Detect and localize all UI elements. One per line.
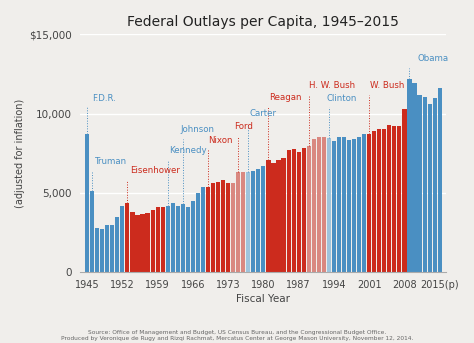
Bar xyxy=(367,134,371,272)
Text: Kennedy: Kennedy xyxy=(169,146,207,155)
Bar xyxy=(151,210,155,272)
Text: Source: Office of Management and Budget, US Census Bureau, and the Congressional: Source: Office of Management and Budget,… xyxy=(61,331,413,341)
Text: Reagan: Reagan xyxy=(269,93,302,102)
Bar xyxy=(347,140,351,272)
Bar xyxy=(261,166,265,272)
Text: Obama: Obama xyxy=(417,54,448,63)
Text: Clinton: Clinton xyxy=(327,94,357,103)
Bar xyxy=(286,150,291,272)
Bar xyxy=(418,95,422,272)
Text: Ford: Ford xyxy=(234,122,253,131)
Bar xyxy=(95,228,99,272)
Bar xyxy=(362,134,366,272)
Bar xyxy=(191,201,195,272)
Bar xyxy=(130,212,135,272)
Bar xyxy=(342,138,346,272)
Bar xyxy=(171,203,175,272)
Bar xyxy=(428,104,432,272)
Y-axis label: (adjusted for inflation): (adjusted for inflation) xyxy=(15,99,25,208)
Text: Truman: Truman xyxy=(95,157,127,166)
Bar xyxy=(140,213,145,272)
Bar xyxy=(377,129,381,272)
Text: F.D.R.: F.D.R. xyxy=(92,94,116,103)
Bar xyxy=(387,125,392,272)
Bar xyxy=(322,138,326,272)
Bar xyxy=(402,109,407,272)
Bar xyxy=(422,97,427,272)
Bar xyxy=(282,158,286,272)
Bar xyxy=(397,126,401,272)
Text: H. W. Bush: H. W. Bush xyxy=(309,81,355,90)
Bar xyxy=(176,205,180,272)
Bar xyxy=(100,229,104,272)
Bar xyxy=(186,207,190,272)
Bar xyxy=(85,134,89,272)
Bar xyxy=(382,129,386,272)
Bar xyxy=(165,206,170,272)
Bar xyxy=(105,225,109,272)
Bar xyxy=(231,184,235,272)
Bar xyxy=(301,148,306,272)
Bar xyxy=(312,139,316,272)
Bar xyxy=(206,187,210,272)
Bar xyxy=(125,203,129,272)
Title: Federal Outlays per Capita, 1945–2015: Federal Outlays per Capita, 1945–2015 xyxy=(127,15,399,29)
Bar xyxy=(136,215,139,272)
Text: W. Bush: W. Bush xyxy=(370,81,405,90)
Bar xyxy=(307,146,311,272)
Bar xyxy=(90,191,94,272)
Bar xyxy=(256,169,260,272)
Bar xyxy=(115,217,119,272)
Bar xyxy=(332,141,336,272)
Text: Johnson: Johnson xyxy=(180,125,214,134)
Bar xyxy=(226,184,230,272)
Bar xyxy=(408,79,411,272)
Bar xyxy=(110,225,114,272)
Text: Nixon: Nixon xyxy=(208,135,233,144)
Bar xyxy=(236,172,240,272)
Bar xyxy=(337,137,341,272)
Text: Carter: Carter xyxy=(249,109,276,118)
Bar xyxy=(201,187,205,272)
Bar xyxy=(241,172,246,272)
X-axis label: Fiscal Year: Fiscal Year xyxy=(236,294,290,304)
Bar xyxy=(216,182,220,272)
Bar xyxy=(155,207,160,272)
Bar xyxy=(276,161,281,272)
Bar xyxy=(392,126,396,272)
Bar xyxy=(221,180,225,272)
Bar xyxy=(317,138,321,272)
Bar xyxy=(433,98,437,272)
Bar xyxy=(161,207,165,272)
Bar xyxy=(246,172,250,272)
Bar xyxy=(297,152,301,272)
Bar xyxy=(412,83,417,272)
Bar xyxy=(266,159,271,272)
Bar xyxy=(438,88,442,272)
Bar xyxy=(211,184,215,272)
Bar xyxy=(181,204,185,272)
Bar xyxy=(120,205,125,272)
Bar xyxy=(292,149,296,272)
Bar xyxy=(272,163,275,272)
Bar xyxy=(372,131,376,272)
Bar xyxy=(146,213,150,272)
Bar xyxy=(357,137,361,272)
Bar xyxy=(196,193,200,272)
Bar xyxy=(251,172,255,272)
Bar xyxy=(352,139,356,272)
Bar xyxy=(327,138,331,272)
Text: Eisenhower: Eisenhower xyxy=(130,166,180,176)
